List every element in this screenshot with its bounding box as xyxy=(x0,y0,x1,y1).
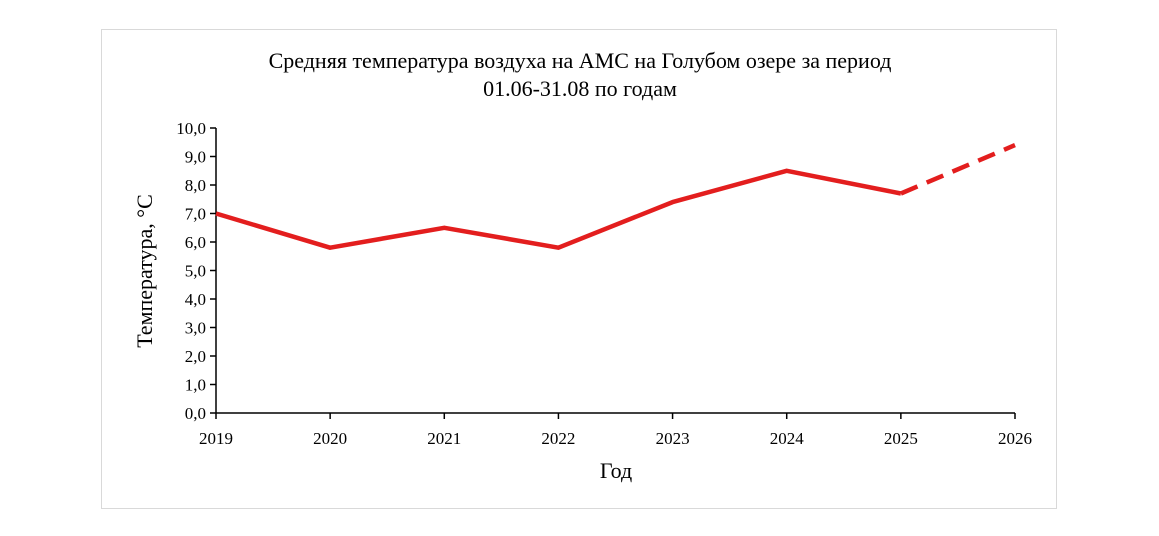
y-tick-label: 3,0 xyxy=(185,319,206,338)
x-tick-label: 2025 xyxy=(884,429,918,448)
y-tick-label: 6,0 xyxy=(185,233,206,252)
y-axis-ticks: 0,0 1,0 2,0 3,0 4,0 5,0 6,0 7,0 8,0 9,0 10,0 xyxy=(176,119,216,423)
y-tick-label: 10,0 xyxy=(176,119,206,138)
y-tick-label: 2,0 xyxy=(185,347,206,366)
y-tick-label: 9,0 xyxy=(185,148,206,167)
x-axis-title: Год xyxy=(600,458,632,483)
chart-title-line-1: Средняя температура воздуха на АМС на Го… xyxy=(269,48,892,73)
x-tick-label: 2020 xyxy=(313,429,347,448)
x-tick-label: 2026 xyxy=(998,429,1032,448)
y-tick-label: 4,0 xyxy=(185,290,206,309)
x-axis-ticks: 2019 2020 2021 2022 2023 2024 2025 2026 xyxy=(199,413,1032,448)
x-tick-label: 2022 xyxy=(541,429,575,448)
chart-title-line-2: 01.06-31.08 по годам xyxy=(483,76,677,101)
y-tick-label: 1,0 xyxy=(185,376,206,395)
y-tick-label: 5,0 xyxy=(185,262,206,281)
x-tick-label: 2021 xyxy=(427,429,461,448)
x-tick-label: 2024 xyxy=(770,429,805,448)
series-lines xyxy=(215,143,1016,250)
x-tick-label: 2023 xyxy=(656,429,690,448)
y-tick-label: 0,0 xyxy=(185,404,206,423)
y-axis-title: Температура, °С xyxy=(132,194,157,348)
y-tick-label: 8,0 xyxy=(185,176,206,195)
y-tick-label: 7,0 xyxy=(185,205,206,224)
axes xyxy=(215,128,1015,414)
series-line-dashed xyxy=(900,143,1016,196)
series-line-solid xyxy=(215,168,902,250)
chart-frame xyxy=(101,29,1057,509)
x-tick-label: 2019 xyxy=(199,429,233,448)
